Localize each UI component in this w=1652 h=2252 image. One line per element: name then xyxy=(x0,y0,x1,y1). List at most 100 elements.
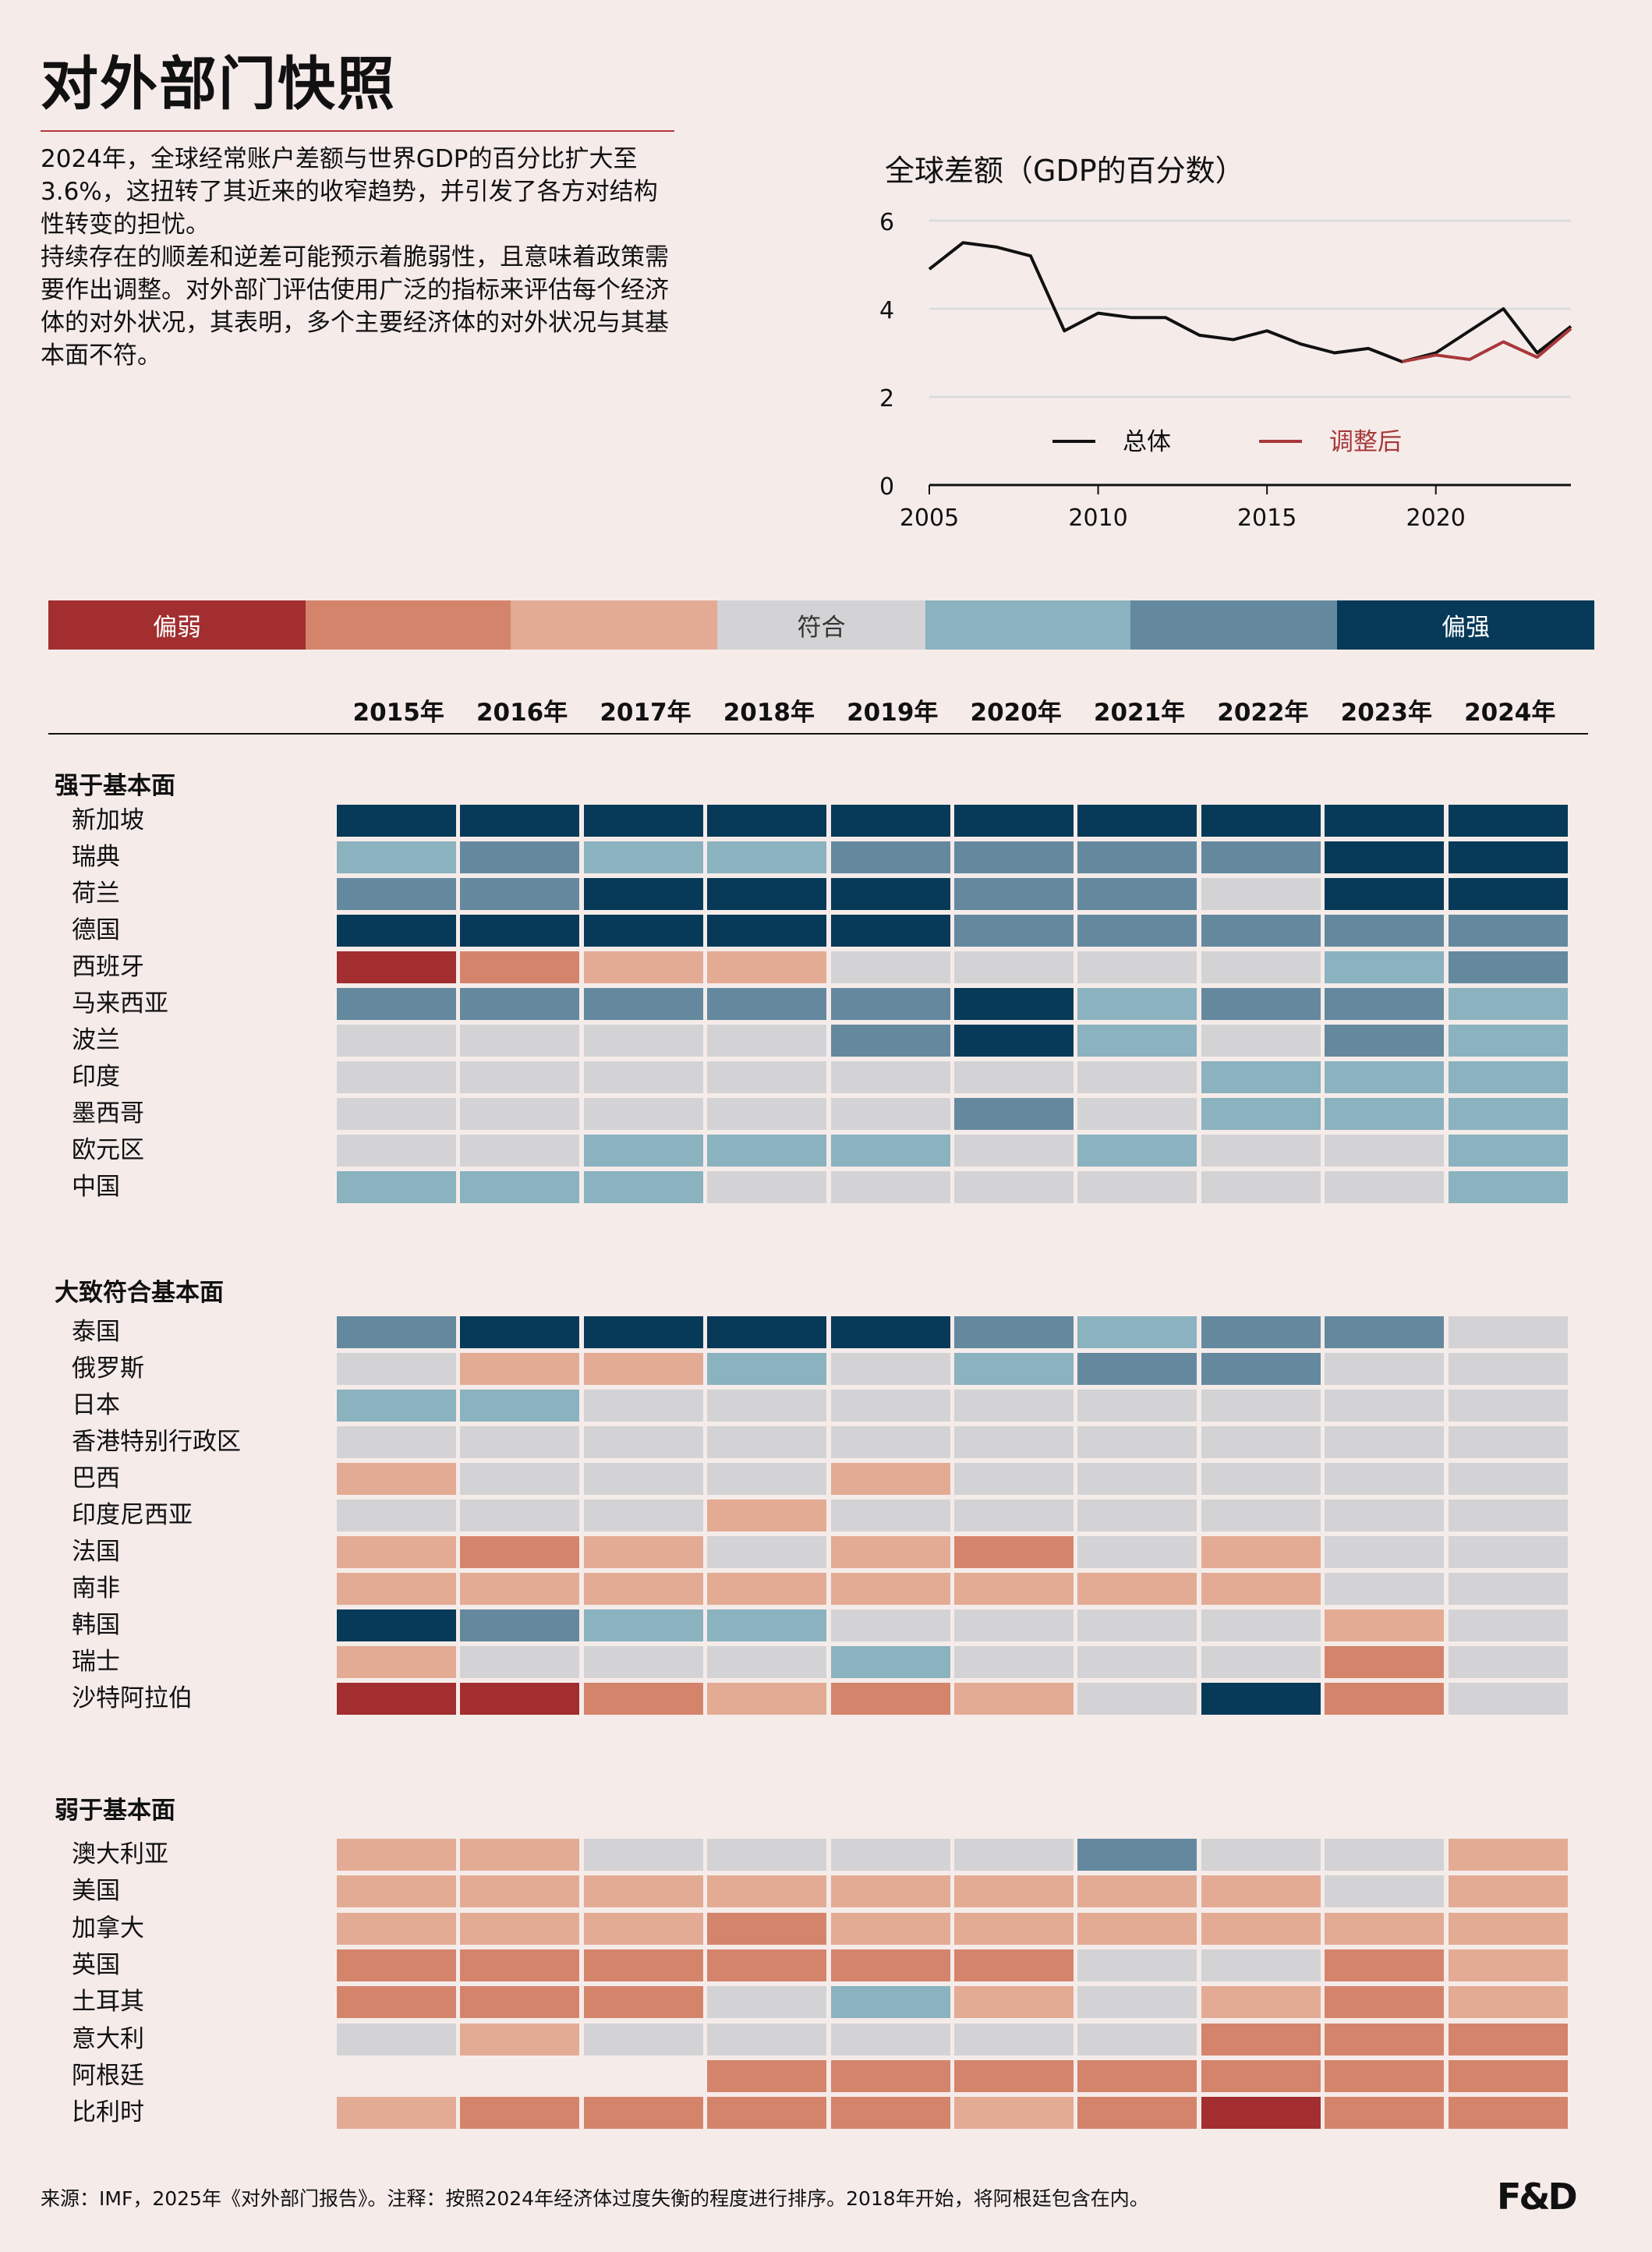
scale-segment: 偏强 xyxy=(1337,600,1594,650)
country-label: 美国 xyxy=(72,1877,120,1906)
heatmap-cell xyxy=(1077,915,1197,947)
year-column-header: 2024年 xyxy=(1464,699,1556,727)
heatmap-cell xyxy=(1201,988,1321,1020)
heatmap-cell xyxy=(460,841,580,873)
heatmap-cell xyxy=(707,1500,827,1531)
heatmap-cell xyxy=(1077,1683,1197,1715)
heatmap-cell xyxy=(460,1025,580,1057)
country-label: 荷兰 xyxy=(72,880,120,908)
heatmap-cell xyxy=(460,1986,580,2019)
heatmap-cell xyxy=(1201,1573,1321,1605)
heatmap-cell xyxy=(830,1353,950,1385)
heatmap-cell xyxy=(1077,1536,1197,1568)
heatmap-cell xyxy=(830,1536,950,1568)
heatmap-cell xyxy=(583,1390,703,1422)
scale-segment xyxy=(1130,600,1337,650)
heatmap-cell xyxy=(1201,1098,1321,1130)
heatmap-cell xyxy=(460,951,580,983)
heatmap-cell xyxy=(1448,1875,1568,1908)
heatmap-cell xyxy=(337,1463,456,1495)
heatmap-cell xyxy=(954,915,1074,947)
heatmap-cell xyxy=(830,1463,950,1495)
heatmap-cell xyxy=(337,915,456,947)
heatmap-cell xyxy=(1448,1573,1568,1605)
heatmap-cell xyxy=(337,878,456,910)
heatmap-cell xyxy=(1448,1912,1568,1945)
heatmap-cell xyxy=(707,988,827,1020)
heatmap-cell xyxy=(460,1839,580,1871)
heatmap-cell xyxy=(830,1839,950,1871)
heatmap-cell xyxy=(830,1949,950,1981)
heatmap-cell xyxy=(583,1316,703,1348)
country-label: 南非 xyxy=(72,1574,120,1602)
heatmap-cell xyxy=(460,1536,580,1568)
heatmap-cell xyxy=(583,1353,703,1385)
country-label: 泰国 xyxy=(72,1318,120,1346)
heatmap-cell xyxy=(1077,878,1197,910)
heatmap-cell xyxy=(1325,1390,1445,1422)
heatmap-cell xyxy=(707,1171,827,1203)
heatmap-cell xyxy=(1325,1912,1445,1945)
heatmap-cell xyxy=(1077,1609,1197,1641)
heatmap-cell xyxy=(1077,1646,1197,1678)
section-title: 强于基本面 xyxy=(55,772,175,800)
heatmap-cell xyxy=(460,2023,580,2055)
heatmap-cell xyxy=(954,1061,1074,1093)
heatmap-cell xyxy=(1325,2097,1445,2130)
heatmap-cell xyxy=(1325,1683,1445,1715)
heatmap-cell xyxy=(1325,1949,1445,1981)
heatmap-cell xyxy=(1448,1500,1568,1531)
heatmap-cell xyxy=(583,1061,703,1093)
heatmap-cell xyxy=(460,1316,580,1348)
heatmap-cell xyxy=(1325,1426,1445,1458)
heatmap-cell xyxy=(337,1500,456,1531)
heatmap-cell xyxy=(1448,988,1568,1020)
year-header: 2015年 2016年 2017年 2018年 2019年 2020年 2021年 2022年… xyxy=(337,692,1572,728)
country-label: 波兰 xyxy=(72,1026,120,1054)
heatmap-cell xyxy=(1325,2059,1445,2092)
heatmap-cell xyxy=(1077,1426,1197,1458)
heatmap-cell xyxy=(830,1098,950,1130)
legend-label: 调整后 xyxy=(1329,428,1402,456)
heatmap-cell xyxy=(1077,805,1197,837)
heatmap-cell xyxy=(1448,1316,1568,1348)
heatmap-cell xyxy=(954,1135,1074,1167)
heatmap-cell xyxy=(1201,1171,1321,1203)
heatmap-cell xyxy=(460,1875,580,1908)
heatmap-cell xyxy=(460,1135,580,1167)
scale-segment: 符合 xyxy=(717,600,925,650)
heatmap-cell xyxy=(583,1426,703,1458)
heatmap-cell xyxy=(1325,1171,1445,1203)
heatmap-cell xyxy=(460,1609,580,1641)
heatmap-cell xyxy=(1325,1025,1445,1057)
heatmap-cell xyxy=(1448,2059,1568,2092)
y-tick-label: 4 xyxy=(879,297,894,324)
country-label: 澳大利亚 xyxy=(72,1840,168,1868)
heatmap-cell xyxy=(1201,1463,1321,1495)
heatmap-cell xyxy=(1448,1839,1568,1871)
heatmap-cell xyxy=(954,988,1074,1020)
heatmap-cell xyxy=(1201,1316,1321,1348)
heatmap-cell xyxy=(1077,1353,1197,1385)
heatmap-cell xyxy=(830,1609,950,1641)
country-label: 加拿大 xyxy=(72,1914,144,1942)
page-title: 对外部门快照 xyxy=(41,51,396,118)
heatmap-cell xyxy=(1448,1986,1568,2019)
heatmap-cell xyxy=(1448,1949,1568,1981)
heatmap-cell xyxy=(337,1098,456,1130)
heatmap-cell xyxy=(1448,1609,1568,1641)
heatmap-cell xyxy=(337,1390,456,1422)
heatmap-cell xyxy=(337,951,456,983)
heatmap-cell xyxy=(583,805,703,837)
heatmap-cell xyxy=(1077,841,1197,873)
heatmap-cell xyxy=(583,1025,703,1057)
heatmap-cell xyxy=(830,1573,950,1605)
heatmap-cell xyxy=(1325,1609,1445,1641)
heatmap-cell xyxy=(1077,1463,1197,1495)
heatmap-cell xyxy=(954,1500,1074,1531)
heatmap-cell xyxy=(583,2023,703,2055)
heatmap-cell xyxy=(337,1573,456,1605)
year-column-header: 2016年 xyxy=(476,699,568,727)
heatmap-cell xyxy=(1077,1986,1197,2019)
heatmap-cell xyxy=(337,805,456,837)
